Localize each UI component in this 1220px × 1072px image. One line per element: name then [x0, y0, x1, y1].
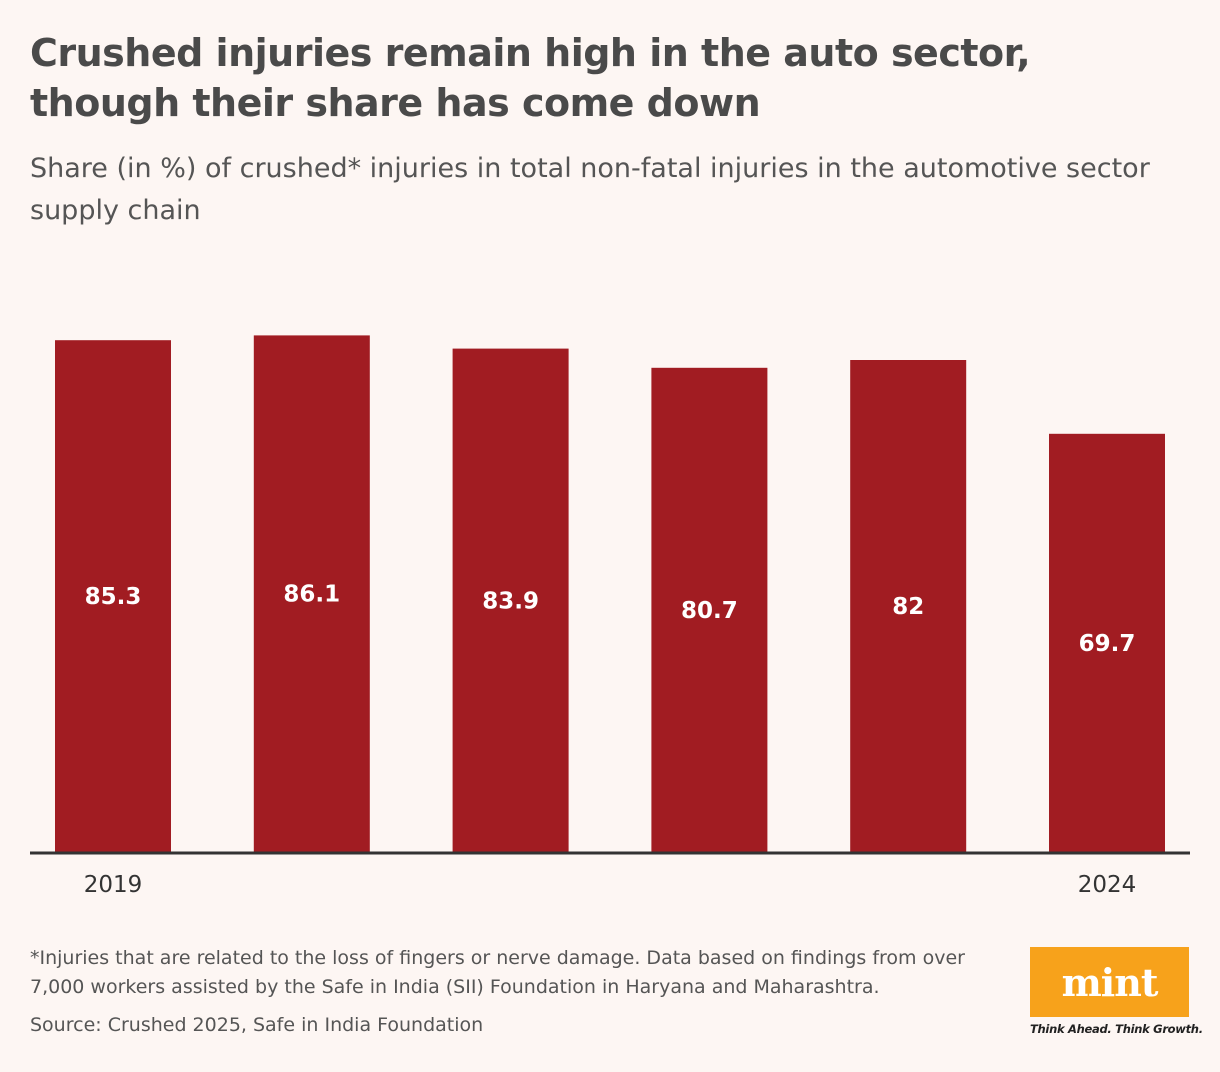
source-note: Source: Crushed 2025, Safe in India Foun…: [30, 1014, 484, 1036]
chart-title: Crushed injuries remain high in the auto…: [30, 31, 1031, 125]
bar-2022: [651, 367, 768, 852]
bar-2020: [253, 335, 370, 852]
footnote: *Injuries that are related to the loss o…: [30, 947, 965, 998]
bar-chart: 85.3 86.1 83.9 80.7 82 69.7 2019 2024: [30, 335, 1190, 898]
bar-2023: [850, 360, 967, 852]
logo-text: mint: [1061, 959, 1159, 1005]
value-label-2019: 85.3: [85, 584, 142, 610]
value-label-2021: 83.9: [482, 588, 539, 614]
tick-label-2019: 2019: [84, 872, 143, 898]
bar-2024: [1049, 433, 1165, 852]
tick-label-2024: 2024: [1078, 872, 1137, 898]
chart-subtitle: Share (in %) of crushed* injuries in tot…: [30, 153, 1150, 226]
value-label-2022: 80.7: [681, 598, 738, 624]
bars-group: 85.3 86.1 83.9 80.7 82 69.7: [55, 335, 1165, 852]
value-label-2020: 86.1: [283, 582, 340, 608]
value-label-2024: 69.7: [1079, 631, 1136, 657]
value-label-2023: 82: [892, 594, 924, 620]
mint-logo: mint: [1030, 947, 1189, 1017]
bar-2019: [55, 340, 171, 852]
logo-tagline: Think Ahead. Think Growth.: [1030, 1022, 1203, 1036]
bar-2021: [452, 348, 569, 852]
x-axis-ticks: 2019 2024: [84, 872, 1137, 898]
